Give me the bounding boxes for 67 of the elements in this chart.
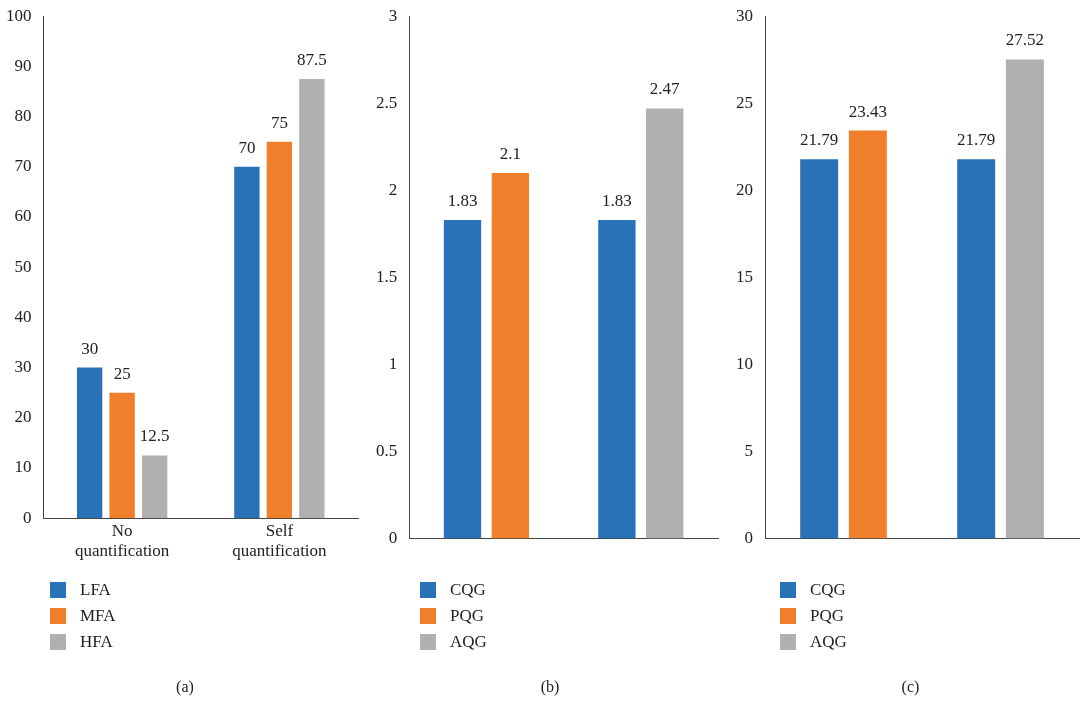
data-label: 25 xyxy=(113,363,131,383)
data-label: 2.1 xyxy=(499,143,521,163)
y-tick-label: 50 xyxy=(14,256,32,276)
y-tick-label: 2.5 xyxy=(376,92,398,112)
y-tick-label: 100 xyxy=(6,5,32,25)
bar xyxy=(266,141,293,519)
y-tick-label: 40 xyxy=(14,306,32,326)
y-tick-label: 0 xyxy=(744,528,753,548)
legend-label: LFA xyxy=(80,580,111,600)
legend-label: PQG xyxy=(810,606,845,626)
data-label: 12.5 xyxy=(139,426,170,446)
data-label: 21.79 xyxy=(957,130,996,150)
legend-label: CQG xyxy=(450,580,486,600)
legend-label: AQG xyxy=(810,632,847,652)
data-label: 87.5 xyxy=(297,49,327,69)
data-label: 1.83 xyxy=(447,190,478,210)
bar xyxy=(598,219,636,539)
data-label: 27.52 xyxy=(1005,30,1044,50)
text: (a) xyxy=(175,678,195,696)
y-tick-label: 1 xyxy=(388,353,398,373)
bar xyxy=(1005,59,1044,539)
y-tick-label: 25 xyxy=(736,92,753,112)
y-tick-label: 2 xyxy=(388,179,398,199)
y-tick-label: 3 xyxy=(388,5,398,25)
y-tick-label: 0 xyxy=(388,528,398,548)
legend-label: PQG xyxy=(450,606,485,626)
y-tick-label: 10 xyxy=(14,457,32,477)
bar xyxy=(848,130,887,539)
bar xyxy=(491,172,530,539)
legend-label: CQG xyxy=(810,580,846,600)
y-tick-label: 60 xyxy=(14,206,32,226)
legend-label: MFA xyxy=(80,606,116,626)
text: (c) xyxy=(900,678,921,696)
bar xyxy=(76,367,103,519)
y-tick-label: 1.5 xyxy=(376,266,398,286)
bar xyxy=(646,108,684,539)
bar xyxy=(109,392,135,519)
y-tick-label: 0 xyxy=(23,507,32,527)
y-tick-label: 0.5 xyxy=(376,441,398,460)
data-label: 2.47 xyxy=(649,79,681,99)
data-label: 1.83 xyxy=(602,190,632,210)
data-label: 21.79 xyxy=(800,130,839,150)
bar xyxy=(800,159,839,539)
y-tick-label: 80 xyxy=(14,106,32,126)
x-tick-label: No quantification xyxy=(74,520,170,561)
legend-label: AQG xyxy=(450,632,487,652)
data-label: 23.43 xyxy=(848,101,887,121)
y-tick-label: 5 xyxy=(744,441,753,460)
y-tick-label: 30 xyxy=(14,357,32,377)
text: (b) xyxy=(539,678,561,696)
bar xyxy=(443,219,482,539)
data-label: 70 xyxy=(238,137,256,157)
data-label: 30 xyxy=(81,338,99,358)
data-label: 75 xyxy=(270,112,288,132)
bar xyxy=(299,78,325,519)
y-tick-label: 30 xyxy=(736,5,753,25)
y-tick-label: 15 xyxy=(736,266,753,286)
bar xyxy=(141,455,168,519)
y-tick-label: 10 xyxy=(736,353,753,373)
legend-label: HFA xyxy=(80,632,113,652)
x-tick-label: Self quantification xyxy=(232,520,328,561)
y-tick-label: 90 xyxy=(14,55,32,75)
bar xyxy=(234,166,260,519)
y-tick-label: 20 xyxy=(736,179,753,199)
bar xyxy=(957,159,996,539)
y-tick-label: 20 xyxy=(14,407,32,427)
y-tick-label: 70 xyxy=(14,156,32,176)
